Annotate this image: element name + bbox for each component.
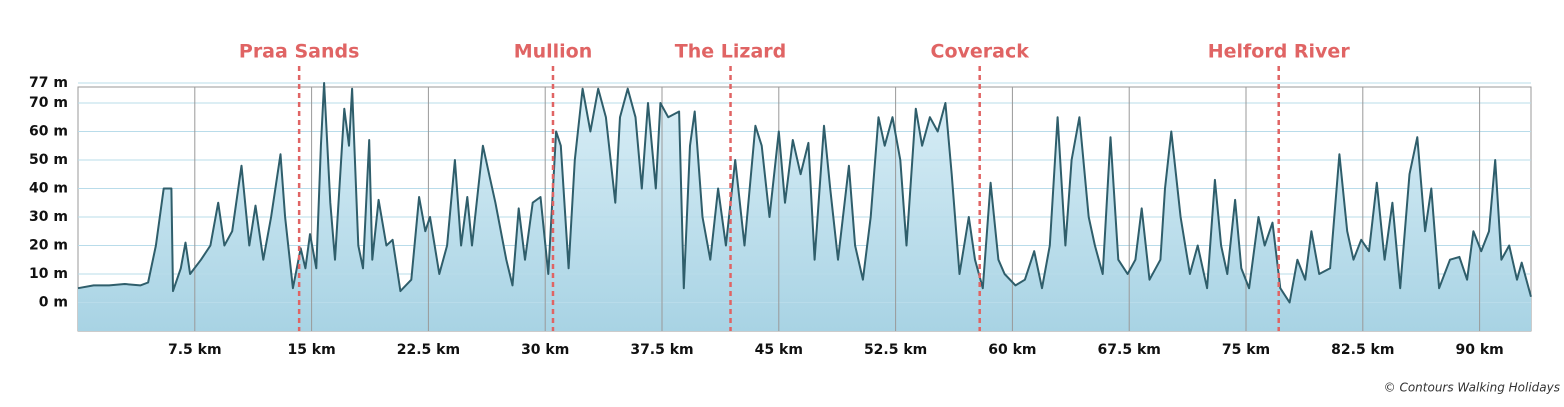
place-label: The Lizard [675, 41, 786, 63]
y-tick-label: 60 m [29, 123, 68, 139]
x-tick-label: 30 km [521, 342, 569, 358]
y-tick-label: 40 m [29, 180, 68, 196]
x-tick-label: 82.5 km [1331, 342, 1394, 358]
x-tick-label: 15 km [287, 342, 335, 358]
y-tick-label: 20 m [29, 237, 68, 253]
place-label: Mullion [514, 41, 593, 63]
y-tick-label: 50 m [29, 152, 68, 168]
x-tick-label: 67.5 km [1098, 342, 1161, 358]
x-tick-label: 22.5 km [397, 342, 460, 358]
place-label: Coverack [931, 41, 1030, 63]
y-tick-label: 77 m [29, 75, 68, 91]
place-label: Helford River [1208, 41, 1351, 63]
x-tick-label: 90 km [1455, 342, 1503, 358]
x-tick-label: 7.5 km [168, 342, 222, 358]
y-tick-label: 30 m [29, 209, 68, 225]
x-tick-label: 60 km [988, 342, 1036, 358]
y-tick-label: 10 m [29, 266, 68, 282]
y-tick-label: 70 m [29, 95, 68, 111]
x-tick-label: 37.5 km [630, 342, 693, 358]
elevation-line [77, 82, 1532, 304]
x-tick-label: 52.5 km [864, 342, 927, 358]
credit: © Contours Walking Holidays [1384, 381, 1560, 395]
x-tick-label: 75 km [1222, 342, 1270, 358]
y-tick-label: 0 m [39, 294, 68, 310]
place-label: Praa Sands [239, 41, 360, 63]
x-tick-label: 45 km [755, 342, 803, 358]
